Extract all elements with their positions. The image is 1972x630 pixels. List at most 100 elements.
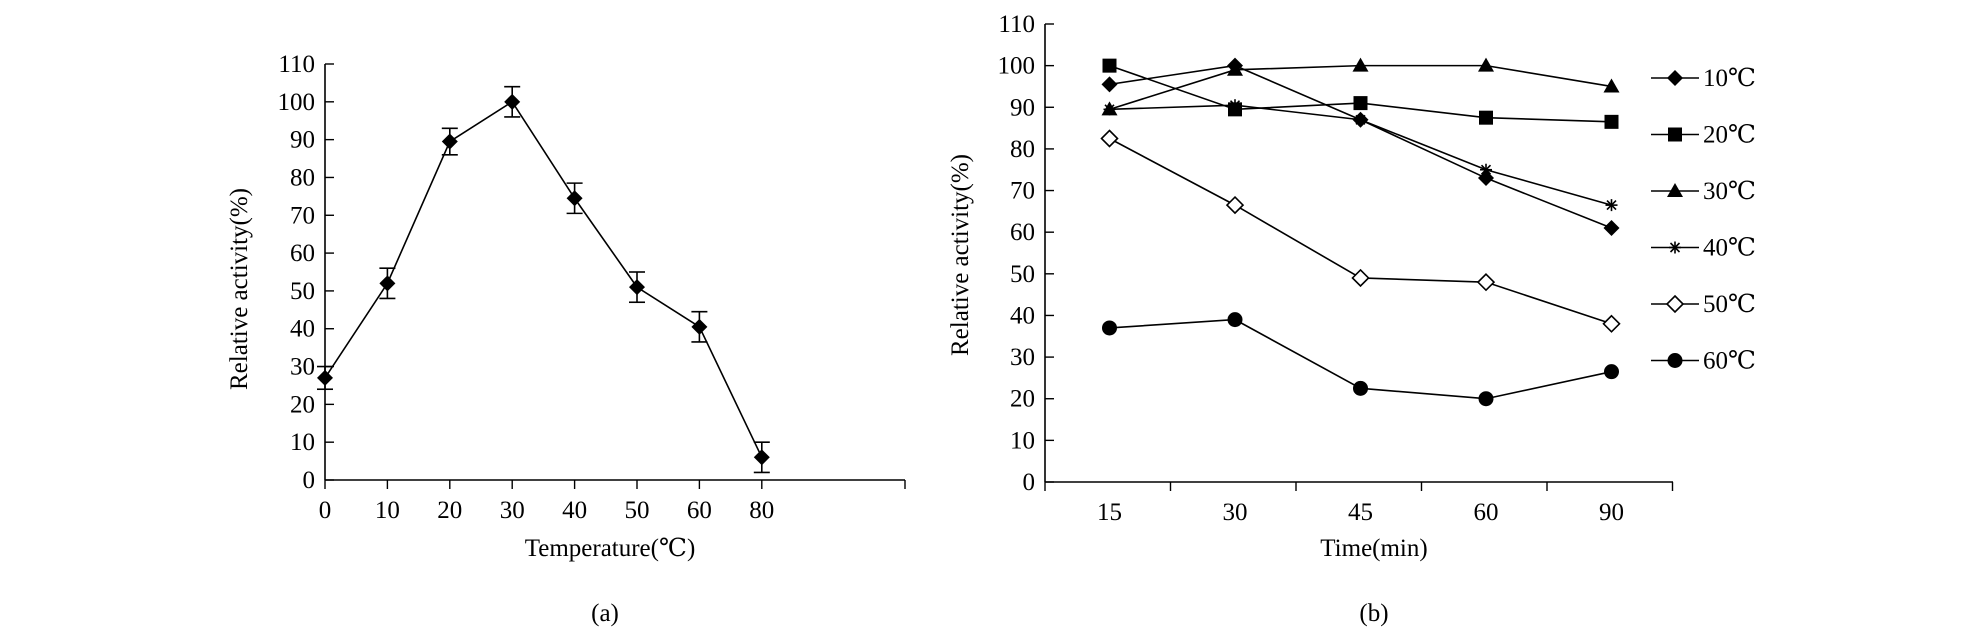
data-point-shape: [1101, 76, 1118, 93]
legend-label: 10℃: [1703, 65, 1756, 92]
data-point: [753, 449, 770, 466]
x-tick-label: 30: [1223, 499, 1248, 526]
series-a: [317, 85, 770, 474]
legend-marker-shape: [1668, 127, 1682, 142]
data-point: [1351, 268, 1370, 288]
data-point-shape: [1102, 58, 1117, 73]
y-tick-label: 30: [290, 354, 315, 381]
data-point-shape: [1478, 391, 1494, 407]
data-point-shape: [1478, 57, 1494, 72]
y-tick-label: 50: [290, 278, 315, 305]
data-point: [1604, 364, 1619, 380]
legend-item: 20℃: [1651, 122, 1756, 149]
data-point-shape: [1603, 78, 1620, 93]
legend-label: 30℃: [1703, 178, 1756, 205]
data-point-shape: [1227, 312, 1243, 328]
series-line: [324, 100, 763, 458]
data-point-shape: [317, 369, 333, 386]
x-tick-label: 60: [687, 497, 712, 524]
legend-item: 10℃: [1651, 65, 1756, 92]
x-tick-label: 15: [1097, 499, 1122, 526]
axes-a: [324, 63, 906, 489]
data-point: [1353, 380, 1368, 396]
legend-marker-shape-d2: [1669, 242, 1681, 253]
y-tick-label: 0: [303, 467, 316, 494]
series-60℃: [1102, 312, 1619, 407]
data-point: [566, 190, 583, 207]
data-point-shape: [691, 318, 708, 335]
series-50℃: [1100, 129, 1621, 333]
y-tick-label: 100: [998, 53, 1036, 80]
x-tick-label: 0: [319, 497, 332, 524]
x-tick-label: 80: [749, 497, 774, 524]
data-point: [1603, 78, 1620, 93]
data-point-shape: [1604, 114, 1619, 129]
legend-b: 10℃ 20℃ 30℃ 40℃ 50℃ 60℃: [1651, 65, 1756, 375]
legend-marker-shape: [1667, 353, 1683, 368]
legend-marker: [1667, 183, 1683, 197]
data-point-shape-d2: [1355, 114, 1366, 125]
panel-label-a: (a): [591, 600, 619, 627]
y-tick-label: 20: [290, 391, 315, 418]
data-point: [1103, 103, 1116, 116]
legend-marker: [1667, 353, 1683, 368]
y-axis-label-a: Relative activity(%): [226, 188, 253, 390]
data-point-shape: [1351, 268, 1370, 288]
legend-marker-shape: [1667, 183, 1683, 197]
x-axis-label-a: Temperature(℃): [525, 535, 696, 562]
y-axis-label-b: Relative activity(%): [947, 154, 974, 356]
y-tick-label: 90: [1010, 94, 1035, 121]
y-tick-label: 30: [1010, 344, 1035, 371]
data-point-shape: [1227, 61, 1243, 76]
y-tick-label: 10: [1010, 427, 1035, 454]
legend-item: 50℃: [1651, 291, 1756, 318]
data-point: [1225, 195, 1245, 215]
data-point: [691, 318, 708, 335]
data-point-shape: [1602, 314, 1621, 333]
axes-b: [1044, 23, 1674, 491]
x-tick-label: 10: [375, 497, 400, 524]
y-tick-labels-a: 0 10 20 30 40 50 60 70 80 90 100 110: [278, 51, 316, 494]
legend-label: 40℃: [1703, 235, 1756, 262]
data-point-shape: [629, 279, 645, 296]
x-tick-label: 40: [562, 497, 587, 524]
data-point-shape: [1479, 110, 1493, 125]
y-tick-label: 90: [290, 127, 315, 154]
y-tick-label: 70: [1010, 178, 1035, 205]
x-tick-label: 90: [1599, 499, 1624, 526]
panel-label-b: (b): [1359, 600, 1388, 627]
data-point: [504, 93, 521, 110]
data-point: [1603, 220, 1620, 237]
y-tick-label: 80: [290, 164, 315, 191]
data-point: [1604, 114, 1619, 129]
data-point-shape: [1100, 129, 1119, 148]
y-tick-label: 0: [1023, 469, 1036, 496]
y-tick-label: 110: [278, 51, 315, 78]
data-point-shape: [1102, 320, 1117, 336]
series-line: [1109, 137, 1612, 325]
legend-item: 30℃: [1651, 178, 1756, 205]
x-tick-label: 45: [1348, 499, 1373, 526]
data-point-shape: [1225, 195, 1245, 215]
data-point-shape: [441, 133, 458, 150]
data-point: [1479, 110, 1493, 125]
data-point-shape: [1604, 364, 1619, 380]
legend-marker-shape: [1667, 70, 1683, 86]
data-point-shape: [379, 275, 396, 292]
legend-marker: [1667, 70, 1683, 86]
legend-label: 60℃: [1703, 348, 1756, 375]
data-point-shape: [1352, 57, 1369, 72]
data-point-shape: [1603, 220, 1620, 237]
data-point-shape: [753, 449, 770, 466]
data-point: [1229, 99, 1241, 112]
data-point: [1602, 314, 1621, 333]
y-tick-label: 110: [998, 11, 1035, 38]
data-point: [1227, 312, 1243, 328]
legend-marker-shape: [1665, 294, 1685, 314]
y-tick-label: 100: [278, 89, 316, 116]
legend-item: 40℃: [1651, 235, 1756, 262]
series-20℃: [1102, 58, 1619, 129]
data-point: [1227, 61, 1243, 76]
data-point: [379, 275, 396, 292]
